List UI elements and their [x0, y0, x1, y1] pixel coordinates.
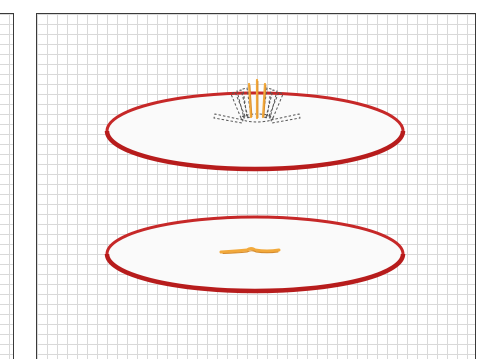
bottom-plate: [104, 215, 406, 294]
plates-diagram: [104, 78, 406, 294]
left-panel-edge: [0, 13, 14, 359]
fall-arc-left-low: [213, 113, 244, 124]
fall-arc-4: [262, 87, 272, 119]
right-panel: [36, 13, 476, 359]
standing-sticks: [247, 78, 267, 120]
stick-1: [247, 82, 253, 119]
stick-3: [261, 82, 267, 119]
stick-shading: [249, 81, 267, 118]
fall-arc-5: [265, 89, 278, 119]
fall-arcs: [213, 87, 301, 124]
fallen-stick-shade: [222, 250, 279, 254]
top-plate-rim-shadow: [104, 130, 406, 172]
top-plate: [104, 91, 406, 172]
fallen-stick-body: [219, 247, 281, 254]
fall-arc-3: [242, 87, 252, 119]
bottom-plate-rim-shadow: [104, 253, 406, 294]
fall-arc-2: [236, 89, 249, 119]
fallen-stick: [219, 247, 281, 254]
fall-arc-right-low: [270, 113, 301, 124]
